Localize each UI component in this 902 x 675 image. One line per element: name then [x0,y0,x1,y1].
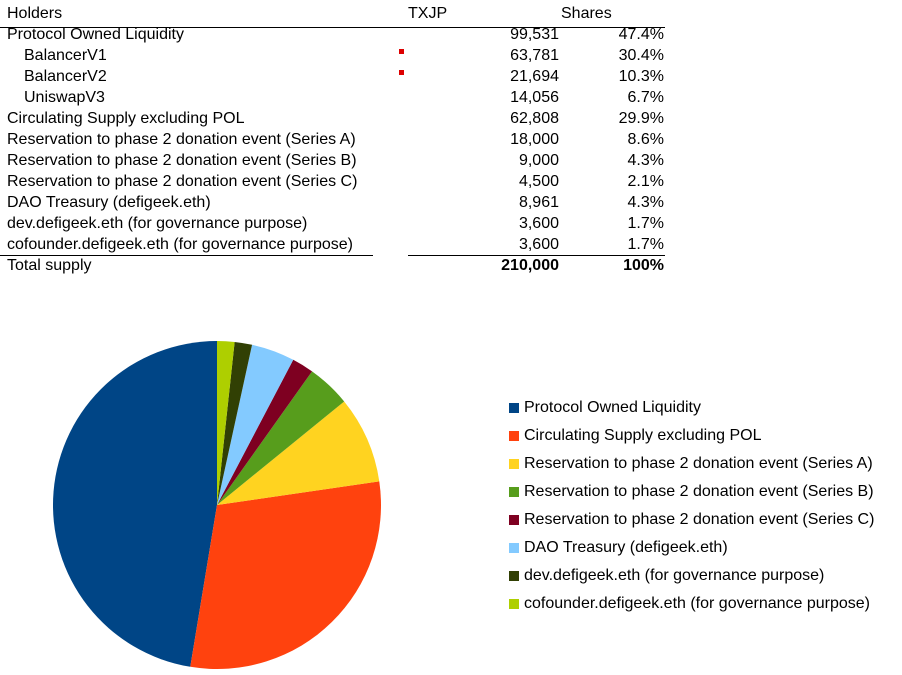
legend-label: Reservation to phase 2 donation event (S… [524,455,873,472]
total-overline-name [7,255,373,256]
txjp-value: 9,000 [518,152,559,169]
holder-name: Reservation to phase 2 donation event (S… [7,173,358,190]
pie-slice-7 [217,341,253,505]
table-row: Reservation to phase 2 donation event (S… [0,129,672,150]
legend-swatch [509,403,519,413]
total-overline-values [408,255,665,256]
share-value: 29.9% [618,110,664,127]
table-row: Reservation to phase 2 donation event (S… [0,150,672,171]
pie-slice-8 [217,341,235,505]
pie-slice-2 [190,481,381,670]
txjp-value: 18,000 [510,131,559,148]
pie-slice-6 [217,344,294,505]
legend-label: DAO Treasury (defigeek.eth) [524,539,728,556]
header-holders: Holders [7,5,63,22]
holder-name: Protocol Owned Liquidity [7,26,184,43]
share-value: 47.4% [618,26,664,43]
legend-label: cofounder.defigeek.eth (for governance p… [524,595,871,612]
table-row: DAO Treasury (defigeek.eth) 8,961 4.3% [0,192,672,213]
legend-swatch [509,487,519,497]
holder-name: Reservation to phase 2 donation event (S… [7,131,356,148]
legend-swatch [509,543,519,553]
share-value: 1.7% [627,236,664,253]
table-row: cofounder.defigeek.eth (for governance p… [0,234,672,255]
legend-swatch [509,571,519,581]
cell-marker [399,70,404,75]
share-value: 10.3% [618,68,664,85]
txjp-value: 3,600 [518,236,559,253]
pie-slice-5 [217,359,313,505]
txjp-value: 4,500 [518,173,559,190]
legend-label: Circulating Supply excluding POL [524,427,762,444]
table-row: Protocol Owned Liquidity 99,531 47.4% [0,24,672,45]
holder-name: BalancerV2 [24,68,107,85]
txjp-value: 14,056 [510,89,559,106]
holder-name: DAO Treasury (defigeek.eth) [7,194,211,211]
table-row: UniswapV3 14,056 6.7% [0,87,672,108]
holder-name: BalancerV1 [24,47,107,64]
legend-swatch [509,459,519,469]
share-value: 2.1% [627,173,664,190]
txjp-value: 99,531 [510,26,559,43]
legend-label: dev.defigeek.eth (for governance purpose… [524,567,825,584]
share-value: 6.7% [627,89,664,106]
holder-name: UniswapV3 [24,89,105,106]
legend-label: Reservation to phase 2 donation event (S… [524,511,875,528]
table-row: Reservation to phase 2 donation event (S… [0,171,672,192]
share-value: 1.7% [627,215,664,232]
table-row: BalancerV1 63,781 30.4% [0,45,672,66]
share-value: 4.3% [627,194,664,211]
legend-label: Reservation to phase 2 donation event (S… [524,483,874,500]
holder-name: Circulating Supply excluding POL [7,110,245,127]
table-total-row: Total supply 210,000 100% [0,255,672,276]
txjp-value: 63,781 [510,47,559,64]
table-row: BalancerV2 21,694 10.3% [0,66,672,87]
header-txjp: TXJP [408,5,448,22]
txjp-value: 21,694 [510,68,559,85]
legend-swatch [509,599,519,609]
holders-table: Holders TXJP Shares Protocol Owned Liquidit… [0,4,672,276]
header-shares: Shares [561,5,612,22]
holder-name: Reservation to phase 2 donation event (S… [7,152,357,169]
share-value: 30.4% [618,47,664,64]
total-value: 210,000 [501,257,559,274]
legend-swatch [509,431,519,441]
table-header-row: Holders TXJP Shares [0,4,672,28]
pie-slice-4 [217,371,345,505]
pie-slice-3 [217,401,380,505]
table-row: dev.defigeek.eth (for governance purpose… [0,213,672,234]
header-underline [0,27,665,28]
txjp-value: 8,961 [518,194,559,211]
legend-swatch [509,515,519,525]
total-label: Total supply [7,257,92,274]
total-share: 100% [623,257,664,274]
pie-chart [52,341,381,670]
holder-name: cofounder.defigeek.eth (for governance p… [7,236,354,253]
table-row: Circulating Supply excluding POL 62,808 29… [0,108,672,129]
legend-label: Protocol Owned Liquidity [524,399,701,416]
total-overline-left [0,255,7,256]
share-value: 4.3% [627,152,664,169]
share-value: 8.6% [627,131,664,148]
holder-name: dev.defigeek.eth (for governance purpose… [7,215,308,232]
cell-marker [399,49,404,54]
txjp-value: 62,808 [510,110,559,127]
txjp-value: 3,600 [518,215,559,232]
pie-slice-1 [52,341,217,667]
